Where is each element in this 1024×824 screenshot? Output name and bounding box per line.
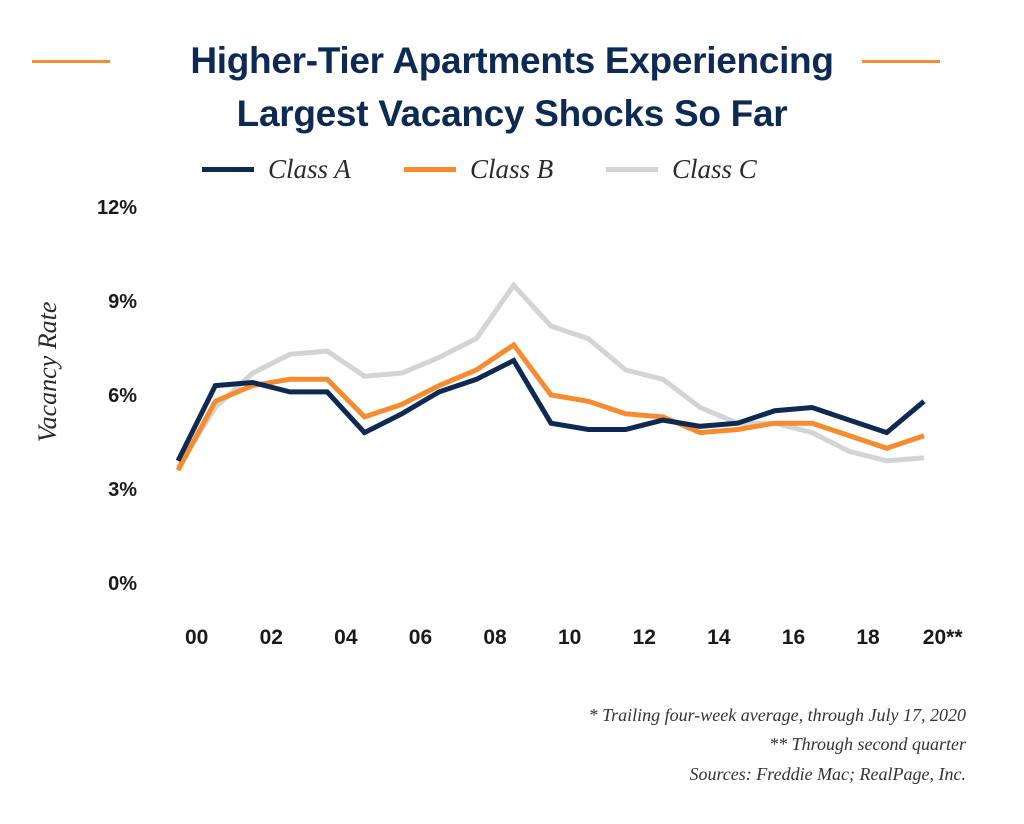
footnote-sources: Sources: Freddie Mac; RealPage, Inc. xyxy=(689,764,966,784)
title-decoration-right xyxy=(862,60,940,63)
series-line-class-b xyxy=(175,341,925,472)
y-tick-label: 9% xyxy=(108,291,137,313)
chart-title-line-2: Largest Vacancy Shocks So Far xyxy=(236,93,788,134)
chart-title-line-1: Higher-Tier Apartments Experiencing xyxy=(190,40,834,81)
y-axis-label: Vacancy Rate xyxy=(33,302,62,443)
legend-label-class-c: Class C xyxy=(672,153,757,184)
x-tick-label: 20** xyxy=(923,626,964,649)
legend-swatch-class-a xyxy=(202,166,254,172)
footnote-trailing-average: * Trailing four-week average, through Ju… xyxy=(588,705,966,725)
y-tick-label: 0% xyxy=(108,573,137,595)
legend-item-class-b: Class B xyxy=(404,152,553,186)
legend-label-class-a: Class A xyxy=(268,153,351,184)
x-tick-label: 10 xyxy=(558,626,581,649)
legend-label-class-b: Class B xyxy=(470,153,554,184)
legend-swatch-class-b xyxy=(404,166,456,172)
x-tick-label: 12 xyxy=(633,626,656,649)
legend-item-class-a: Class A xyxy=(202,152,351,186)
x-tick-label: 08 xyxy=(483,626,507,649)
x-tick-label: 04 xyxy=(334,626,358,649)
legend-item-class-c: Class C xyxy=(606,152,757,186)
y-tick-label: 6% xyxy=(108,385,137,407)
title-decoration-left xyxy=(32,60,110,63)
y-tick-label: 12% xyxy=(97,197,137,219)
x-tick-label: 02 xyxy=(260,626,283,649)
x-tick-label: 18 xyxy=(856,626,880,649)
x-tick-label: 06 xyxy=(409,626,432,649)
x-tick-label: 16 xyxy=(782,626,805,649)
x-tick-label: 14 xyxy=(707,626,731,649)
series-line-class-a xyxy=(175,357,926,462)
footnote-second-quarter: ** Through second quarter xyxy=(769,734,966,754)
series-line-class-c xyxy=(175,281,925,469)
x-tick-label: 00 xyxy=(185,626,208,649)
y-tick-label: 3% xyxy=(108,479,137,501)
legend-swatch-class-c xyxy=(606,166,658,172)
